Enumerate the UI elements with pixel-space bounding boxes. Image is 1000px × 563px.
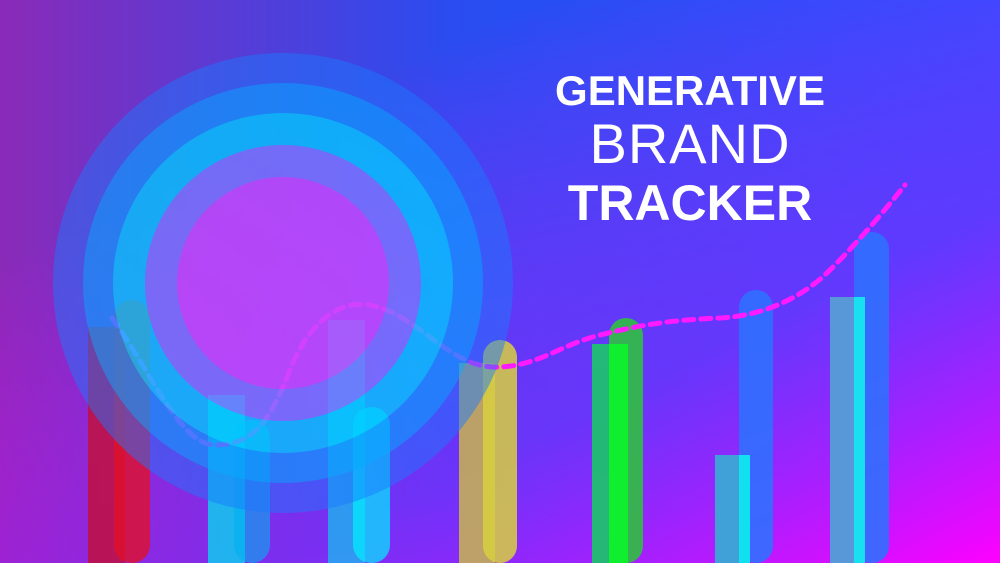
circle-center bbox=[177, 177, 389, 389]
bar-highlight bbox=[609, 344, 628, 563]
dashed-trend-line bbox=[109, 182, 908, 448]
concentric-circles bbox=[53, 53, 513, 513]
bar-highlight bbox=[739, 455, 750, 563]
title-line-brand: BRAND bbox=[589, 112, 791, 175]
decorative-bars bbox=[88, 232, 889, 563]
title-line-generative: GENERATIVE bbox=[555, 67, 825, 114]
bar-rounded bbox=[483, 340, 517, 563]
title-block: GENERATIVE BRAND TRACKER bbox=[540, 67, 840, 231]
title-line-tracker: TRACKER bbox=[567, 175, 813, 231]
bar-highlight bbox=[854, 297, 865, 563]
